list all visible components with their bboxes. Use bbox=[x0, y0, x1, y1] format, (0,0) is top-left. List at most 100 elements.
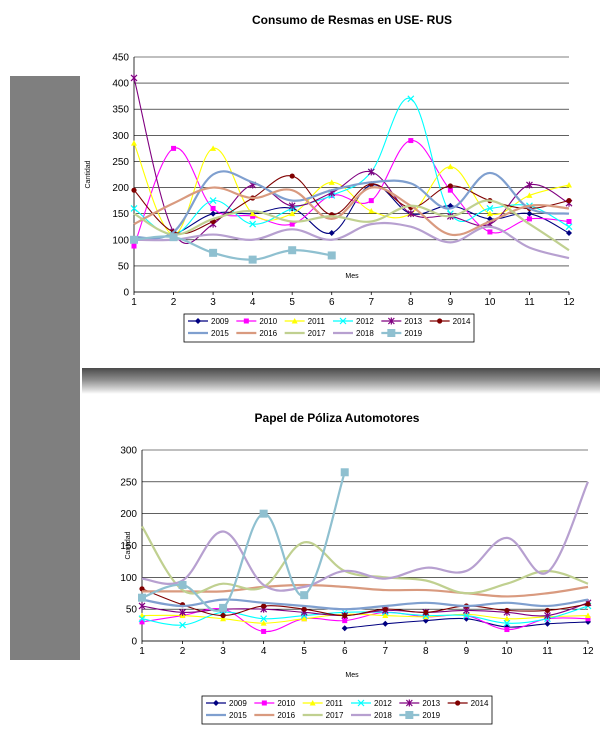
chart1-point-2011-10 bbox=[486, 210, 493, 217]
chart2-series-2016 bbox=[142, 583, 589, 598]
chart1-series-2016 bbox=[133, 186, 570, 237]
chart1-xtick-7: 7 bbox=[368, 297, 374, 308]
chart1-point-2012-1 bbox=[130, 205, 138, 212]
chart1-line-2016 bbox=[133, 186, 570, 237]
chart1-point-2011-6 bbox=[328, 179, 335, 185]
chart1-legend-label-2011: 2011 bbox=[308, 317, 326, 326]
chart2-ytick-0: 0 bbox=[131, 637, 137, 648]
chart1-point-2011-9 bbox=[447, 163, 454, 170]
chart1-point-2013-7 bbox=[367, 168, 375, 176]
chart1-xtick-5: 5 bbox=[289, 297, 295, 308]
chart2-point-2014-7 bbox=[382, 606, 388, 612]
chart2-line-2011 bbox=[141, 613, 589, 624]
chart1-point-2014-9 bbox=[447, 183, 453, 189]
chart2-ytick-300: 300 bbox=[120, 446, 137, 457]
chart2-point-2012-9 bbox=[462, 612, 470, 619]
chart1-point-2012-12 bbox=[565, 223, 573, 231]
decorative-gray-bar bbox=[10, 76, 80, 660]
chart2-point-2013-11 bbox=[544, 612, 551, 620]
chart2-ytick-200: 200 bbox=[120, 509, 137, 520]
chart1-point-2013-1 bbox=[130, 74, 138, 82]
chart2-point-2014-3 bbox=[220, 612, 226, 619]
chart1-point-2010-11 bbox=[526, 216, 532, 222]
chart2-legend-label-2009: 2009 bbox=[229, 699, 247, 708]
chart1-series-2019 bbox=[130, 233, 336, 264]
chart1-legend-label-2015: 2015 bbox=[211, 329, 229, 338]
chart1-xtick-2: 2 bbox=[171, 297, 177, 308]
chart1-xtick-6: 6 bbox=[329, 297, 335, 308]
chart1-point-2011-1 bbox=[131, 140, 137, 146]
chart1-series-2017 bbox=[133, 199, 570, 252]
chart2-xtick-7: 7 bbox=[382, 646, 388, 657]
chart2-xtick-11: 11 bbox=[542, 646, 553, 657]
chart2-point-2012-4 bbox=[260, 615, 268, 623]
chart2-legend: 2009 2010 2011 2012 2013 2014 2015 2016 2017 2018… bbox=[201, 695, 493, 725]
chart2-ylabel: Cantidad bbox=[125, 531, 132, 559]
chart1-point-2010-1 bbox=[131, 243, 137, 249]
chart1-point-2019-6 bbox=[327, 251, 336, 260]
chart1-legend-label-2018: 2018 bbox=[356, 329, 374, 338]
chart1-series-2013 bbox=[130, 74, 573, 245]
chart2-point-2011-8 bbox=[422, 613, 429, 620]
chart2-point-2010-6 bbox=[342, 618, 348, 624]
chart2-point-2011-7 bbox=[382, 612, 389, 619]
chart2-point-2019-1 bbox=[138, 593, 146, 602]
chart2-point-2010-4 bbox=[261, 628, 267, 634]
chart1-point-2019-5 bbox=[288, 246, 297, 255]
chart1-point-2009-11 bbox=[526, 210, 533, 217]
chart1-legend-label-2009: 2009 bbox=[211, 317, 229, 326]
chart2-xtick-10: 10 bbox=[501, 646, 513, 657]
chart2-legend-label-2010: 2010 bbox=[277, 699, 295, 708]
chart1-point-2010-3 bbox=[210, 205, 216, 211]
chart2-xtick-4: 4 bbox=[261, 646, 267, 657]
chart2-legend-marker-2014 bbox=[455, 700, 461, 706]
chart1-xtick-3: 3 bbox=[210, 297, 216, 308]
chart2-legend-label-2014: 2014 bbox=[471, 699, 489, 708]
chart2-point-2009-6 bbox=[341, 625, 348, 632]
chart1-legend-label-2017: 2017 bbox=[308, 329, 326, 338]
chart2-legend-box bbox=[201, 695, 493, 725]
chart2-legend-label-2012: 2012 bbox=[374, 699, 392, 708]
chart1-xtick-1: 1 bbox=[131, 297, 137, 308]
chart2-point-2014-1 bbox=[139, 586, 145, 592]
chart1-point-2010-4 bbox=[250, 213, 256, 219]
chart2-point-2009-8 bbox=[422, 617, 429, 624]
chart1-xtick-10: 10 bbox=[484, 297, 496, 308]
chart2-xtick-12: 12 bbox=[582, 646, 594, 657]
chart1-legend-label-2014: 2014 bbox=[453, 317, 471, 326]
chart1-ytick-400: 400 bbox=[112, 79, 129, 90]
chart2-ytick-50: 50 bbox=[126, 605, 138, 616]
chart2-legend-label-2017: 2017 bbox=[326, 711, 344, 720]
chart1-ylabel: Cantidad bbox=[85, 160, 92, 188]
chart2-xtick-9: 9 bbox=[464, 646, 470, 657]
chart2-point-2011-4 bbox=[260, 620, 267, 626]
chart2-point-2014-6 bbox=[342, 612, 348, 619]
chart1-point-2010-9 bbox=[447, 187, 453, 193]
chart1-point-2019-2 bbox=[169, 233, 178, 242]
chart1-legend-label-2016: 2016 bbox=[259, 329, 277, 338]
chart-consumo-resmas: Consumo de Resmas en USE- RUS 0 50 100 150 20… bbox=[82, 0, 600, 368]
chart2-legend-label-2019: 2019 bbox=[422, 711, 440, 720]
chart1-ytick-350: 350 bbox=[112, 105, 129, 116]
chart2-legend-label-2016: 2016 bbox=[277, 711, 295, 720]
chart1-line-2012 bbox=[133, 97, 570, 236]
chart2-point-2010-12 bbox=[585, 616, 591, 622]
chart1-point-2014-12 bbox=[566, 198, 572, 204]
chart2-line-2017 bbox=[141, 525, 589, 595]
chart1-line-2015 bbox=[133, 170, 570, 240]
chart2-point-2019-4 bbox=[259, 509, 268, 518]
chart2-point-2019-6 bbox=[340, 468, 349, 477]
chart2-ytick-150: 150 bbox=[120, 541, 137, 552]
chart2-point-2019-2 bbox=[178, 580, 187, 589]
chart1-legend-box bbox=[183, 313, 475, 343]
chart2-line-2014 bbox=[141, 588, 589, 617]
chart2-xtick-8: 8 bbox=[423, 646, 429, 657]
chart1-point-2010-10 bbox=[487, 229, 493, 235]
chart1-ytick-150: 150 bbox=[112, 209, 129, 220]
chart2-point-2012-1 bbox=[138, 615, 146, 623]
chart1-point-2010-5 bbox=[289, 221, 295, 227]
chart1-legend-marker-2009 bbox=[195, 318, 201, 324]
chart2-point-2013-2 bbox=[179, 608, 186, 616]
chart2-point-2011-5 bbox=[301, 615, 308, 622]
chart2-xtick-6: 6 bbox=[342, 646, 348, 657]
